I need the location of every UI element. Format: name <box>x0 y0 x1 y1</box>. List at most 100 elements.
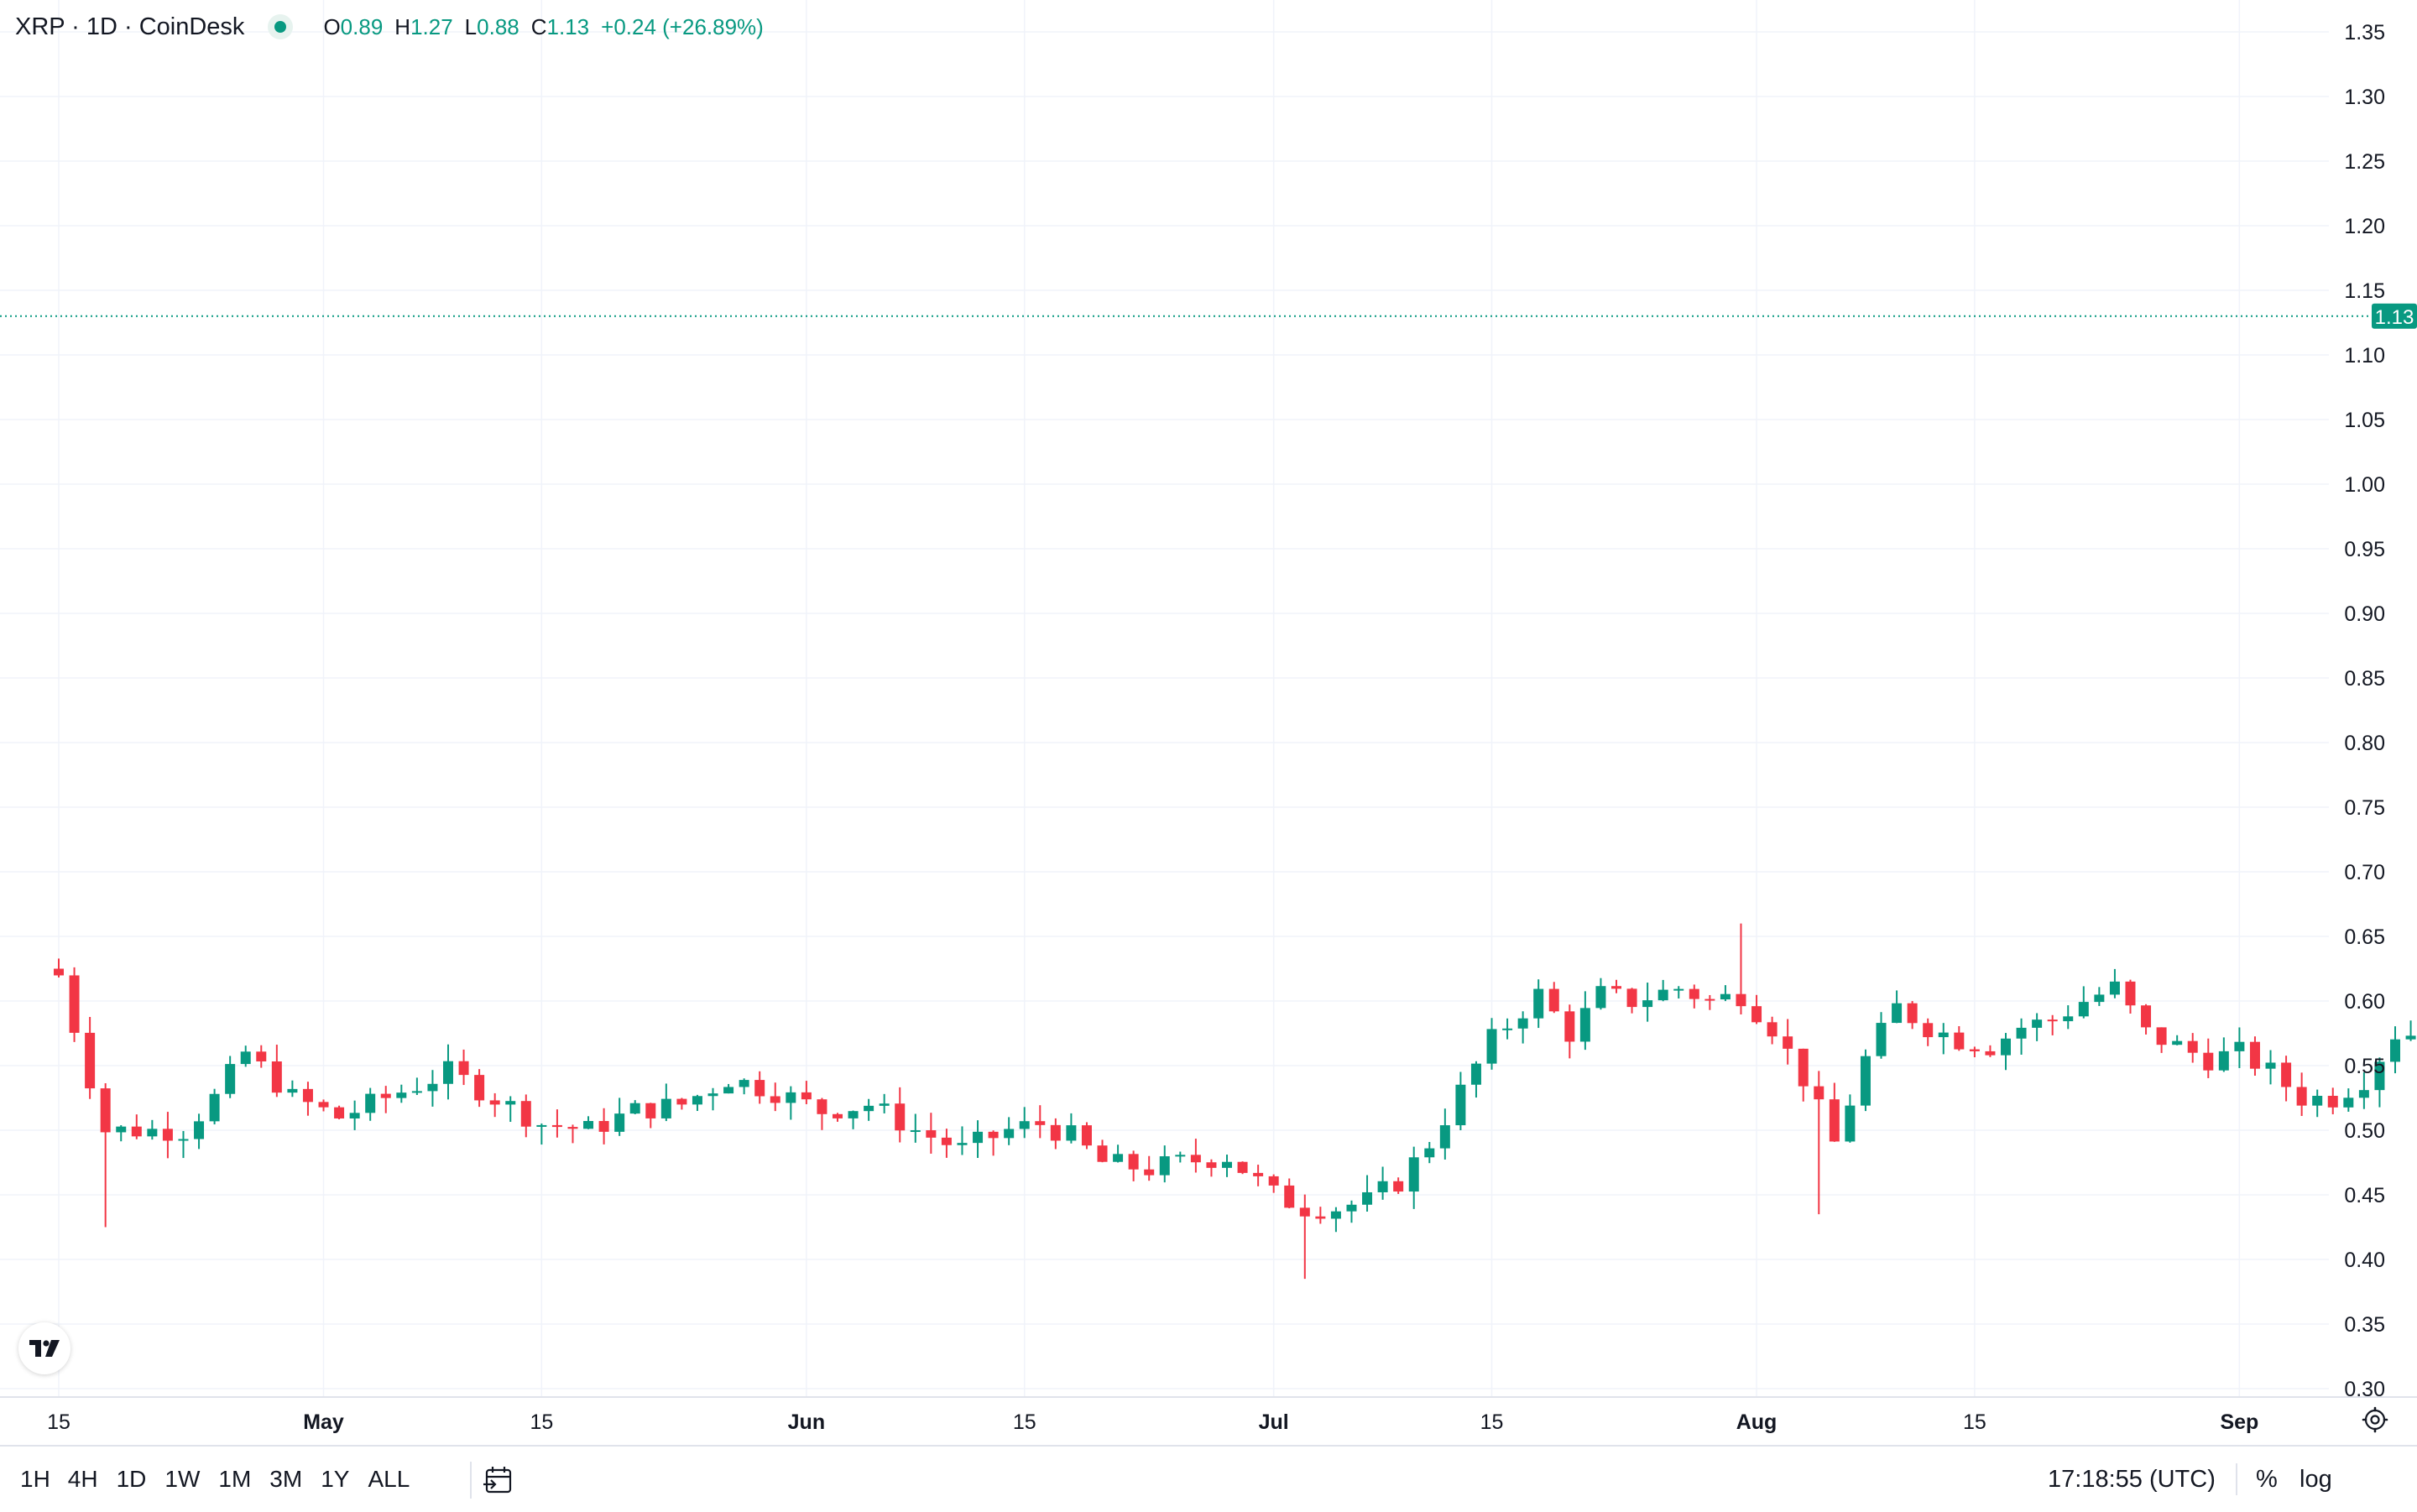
timeframe-4h[interactable]: 4H <box>67 1466 98 1492</box>
candle-body <box>1595 986 1606 1009</box>
candle-body <box>895 1103 906 1131</box>
candle-body <box>1689 988 1699 999</box>
candle-body <box>707 1093 718 1097</box>
candle-body <box>1097 1145 1108 1162</box>
candle-body <box>1206 1162 1217 1168</box>
candle-body <box>1377 1181 1388 1192</box>
log-toggle[interactable]: log <box>2300 1466 2332 1493</box>
candle-body <box>1564 1011 1575 1042</box>
candle-body <box>2094 994 2105 1003</box>
candle-body <box>1050 1124 1061 1141</box>
close-label: C <box>530 13 547 39</box>
candle-body <box>1284 1185 1295 1208</box>
candle-body <box>2343 1098 2354 1108</box>
y-tick-label: 1.05 <box>2344 409 2385 432</box>
x-tick-label: 15 <box>1963 1410 1986 1434</box>
candle-body <box>1611 986 1621 989</box>
candle-body <box>864 1105 874 1112</box>
x-tick-label: Sep <box>2220 1410 2258 1434</box>
timeframe-1w[interactable]: 1W <box>164 1466 201 1492</box>
candle-body <box>349 1113 360 1118</box>
candle-body <box>1907 1003 1918 1024</box>
open-value: 0.89 <box>340 13 384 39</box>
divider <box>2236 1463 2237 1495</box>
candle-body <box>443 1061 453 1084</box>
timeframe-all[interactable]: ALL <box>368 1466 410 1492</box>
candle-body <box>2109 981 2120 995</box>
candle-body <box>2358 1090 2369 1098</box>
candle-body <box>85 1032 96 1089</box>
percent-toggle[interactable]: % <box>2256 1466 2278 1493</box>
candle-body <box>1502 1028 1513 1030</box>
candle-body <box>988 1131 999 1139</box>
candle-body <box>1486 1029 1497 1064</box>
candle-body <box>287 1088 298 1093</box>
candle-body <box>489 1100 500 1105</box>
candle-body <box>116 1126 127 1133</box>
y-tick-label: 1.35 <box>2344 21 2385 44</box>
candle-body <box>2047 1019 2058 1022</box>
timeframe-1y[interactable]: 1Y <box>321 1466 350 1492</box>
candle-body <box>692 1096 702 1105</box>
candle-body <box>271 1061 282 1093</box>
candle-body <box>2001 1038 2011 1056</box>
price-chart[interactable]: 1.35 1.30 1.25 1.20 1.15 1.10 1.05 1.00 0.95 0.90… <box>0 0 2417 1445</box>
candle-body <box>1408 1157 1419 1192</box>
candle-body <box>520 1101 531 1127</box>
candle-body <box>1455 1084 1466 1126</box>
candle-body <box>1657 989 1668 1001</box>
settings-gear-icon[interactable] <box>2362 1406 2388 1433</box>
timeframe-1h[interactable]: 1H <box>20 1466 50 1492</box>
candle-body <box>1985 1051 1996 1056</box>
candle-body <box>1439 1125 1450 1149</box>
timeframe-1d[interactable]: 1D <box>116 1466 147 1492</box>
candle-body <box>178 1139 189 1141</box>
candle-body <box>1362 1191 1373 1205</box>
candle-body <box>629 1103 640 1114</box>
candle-body <box>1548 988 1559 1012</box>
candle-body <box>910 1130 921 1133</box>
candle-body <box>1876 1023 1887 1056</box>
candle-body <box>1066 1125 1077 1141</box>
live-status-dot-icon <box>268 14 294 39</box>
timeframe-1m[interactable]: 1M <box>218 1466 252 1492</box>
y-tick-label: 0.50 <box>2344 1119 2385 1143</box>
candle-body <box>848 1111 859 1118</box>
candle-body <box>1424 1148 1435 1158</box>
candle-body <box>2374 1061 2385 1091</box>
candle-body <box>598 1121 609 1132</box>
candle-body <box>2141 1005 2152 1028</box>
goto-date-button[interactable] <box>470 1462 517 1499</box>
y-tick-label: 0.80 <box>2344 732 2385 755</box>
candle-body <box>2156 1027 2167 1045</box>
candle-body <box>2281 1062 2292 1087</box>
candle-body <box>2327 1095 2338 1108</box>
candle-body <box>1268 1176 1279 1186</box>
candle-body <box>551 1124 562 1128</box>
x-tick-label: 15 <box>1013 1410 1036 1434</box>
candles-layer <box>54 923 2416 1280</box>
utc-clock[interactable]: 17:18:55 (UTC) <box>2048 1466 2216 1493</box>
x-tick-label: Aug <box>1736 1410 1778 1434</box>
candle-body <box>162 1129 173 1141</box>
time-axis[interactable]: 15May15Jun15Jul15Aug15Sep15Oct15Nov15 <box>47 1410 2417 1434</box>
candle-body <box>1299 1207 1310 1217</box>
candle-body <box>474 1075 485 1101</box>
x-tick-label: 15 <box>47 1410 70 1434</box>
candle-body <box>1642 1000 1653 1008</box>
tradingview-logo-icon[interactable] <box>18 1322 70 1374</box>
y-tick-label: 0.85 <box>2344 667 2385 691</box>
candle-body <box>1938 1032 1949 1038</box>
candle-body <box>754 1080 765 1097</box>
candle-body <box>2078 1002 2089 1017</box>
candle-body <box>1798 1048 1809 1087</box>
y-tick-label: 0.90 <box>2344 602 2385 626</box>
timeframe-3m[interactable]: 3M <box>269 1466 303 1492</box>
price-axis[interactable]: 1.35 1.30 1.25 1.20 1.15 1.10 1.05 1.00 0.95 0.90… <box>2344 21 2385 1401</box>
symbol-title[interactable]: XRP · 1D · CoinDesk <box>15 13 245 40</box>
candle-body <box>1845 1105 1856 1142</box>
candle-body <box>1783 1036 1793 1049</box>
candle-body <box>614 1113 625 1132</box>
candle-body <box>2249 1041 2260 1069</box>
candle-body <box>2203 1052 2214 1071</box>
